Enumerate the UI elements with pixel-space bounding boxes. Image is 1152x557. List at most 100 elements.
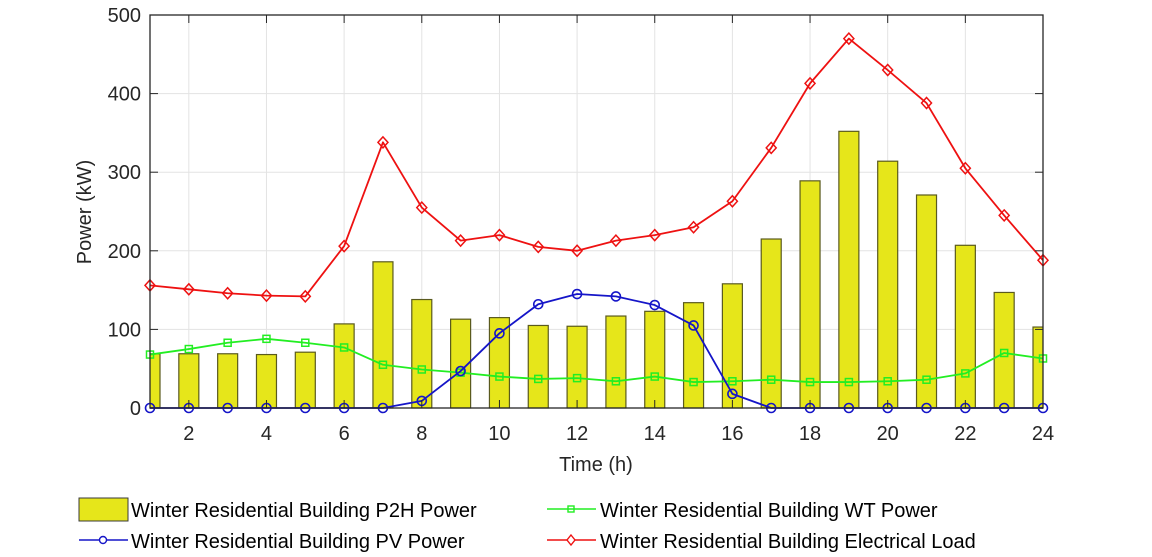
p2h-bar [150,353,161,409]
p2h-bar [217,353,239,409]
diamond-marker [299,289,312,304]
p2h-bar [411,298,433,409]
x-tick-label: 12 [566,423,588,445]
circle-marker [688,320,699,331]
diamond-marker [454,233,467,248]
x-tick-label: 18 [799,423,821,445]
x-tick-label: 2 [183,423,194,445]
legend-label-pv: Winter Residential Building PV Power [131,531,465,553]
diamond-marker [998,208,1011,223]
square-marker [728,377,737,386]
green-square-marker-icon [547,505,596,513]
diamond-marker [609,233,622,248]
p2h-bar [1032,326,1043,409]
circle-marker [727,388,738,400]
axis-ticks [150,14,1044,409]
square-marker [534,374,543,384]
plot-area [150,15,1043,408]
square-marker [262,334,271,344]
x-tick-label: 24 [1032,423,1054,445]
diamond-marker [571,244,584,258]
legend-item-load: Winter Residential Building Electrical L… [547,531,976,553]
y-tick-label: 500 [108,5,141,27]
diamond-marker [415,200,428,215]
y-tick-label: 400 [108,84,141,106]
circle-marker [610,291,622,302]
diamond-marker [881,63,894,77]
p2h-bar [488,317,511,409]
square-marker [805,377,815,387]
square-marker [961,369,970,378]
y-tick-label: 200 [108,241,141,263]
blue-circle-marker-icon [79,535,128,545]
legend-label-p2h: Winter Residential Building P2H Power [131,500,477,522]
square-marker [378,360,388,370]
square-marker [766,375,776,384]
diamond-marker [648,228,661,242]
p2h-bar [255,353,278,409]
y-tick-label: 300 [108,162,141,184]
bar-swatch-icon [78,497,129,522]
square-marker [223,338,232,348]
legend-label-wt: Winter Residential Building WT Power [600,500,938,522]
p2h-bar [566,325,588,409]
red-diamond-marker-icon [547,533,596,547]
square-marker [339,343,349,352]
legend: Winter Residential Building P2H Power Wi… [78,497,976,553]
x-tick-label: 4 [261,423,272,445]
p2h-bar [527,324,549,409]
square-marker [611,377,621,386]
p2h-bar [605,315,627,409]
square-marker [495,372,504,381]
p2h-bar [644,310,666,409]
square-marker [184,344,194,354]
diamond-marker [920,96,933,110]
square-marker [572,373,582,383]
diamond-marker [493,228,506,242]
p2h-bar [682,302,705,409]
circle-marker [455,365,466,377]
circle-marker [649,299,661,311]
x-tick-label: 10 [488,423,510,445]
x-tick-label: 6 [339,423,350,445]
legend-label-load: Winter Residential Building Electrical L… [600,531,976,553]
series-square [145,334,1048,387]
x-tick-label: 14 [644,423,666,445]
p2h-bar [838,130,860,409]
circle-marker [571,288,583,300]
diamond-marker [842,31,855,46]
diamond-marker [726,194,739,208]
diamond-marker [804,76,817,90]
diamond-marker [687,220,700,234]
p2h-bar [799,180,821,409]
square-marker [844,377,854,387]
square-marker [301,338,310,348]
p2h-bar [372,261,394,409]
p2h-bar [178,353,200,409]
p2h-bars [150,130,1043,409]
square-marker [922,375,931,384]
diamond-marker [376,135,389,149]
legend-item-p2h: Winter Residential Building P2H Power [78,497,477,522]
x-axis-label: Time (h) [559,454,633,476]
circle-marker [532,298,544,310]
y-tick-label: 0 [130,398,141,420]
x-tick-label: 16 [721,423,743,445]
axes-box [149,14,1044,409]
square-marker [883,377,892,386]
p2h-bar [294,351,316,409]
diamond-marker [532,240,545,254]
x-tick-label: 20 [877,423,899,445]
diamond-marker [959,161,972,175]
square-marker [999,348,1009,358]
diamond-marker [221,286,234,300]
x-tick-label: 8 [416,423,427,445]
diamond-marker [765,141,778,155]
x-tick-label: 22 [954,423,976,445]
diamond-marker [260,288,273,303]
y-tick-label: 100 [108,319,141,341]
square-marker [650,372,659,381]
series-diamond [143,31,1050,304]
square-marker [417,365,427,374]
